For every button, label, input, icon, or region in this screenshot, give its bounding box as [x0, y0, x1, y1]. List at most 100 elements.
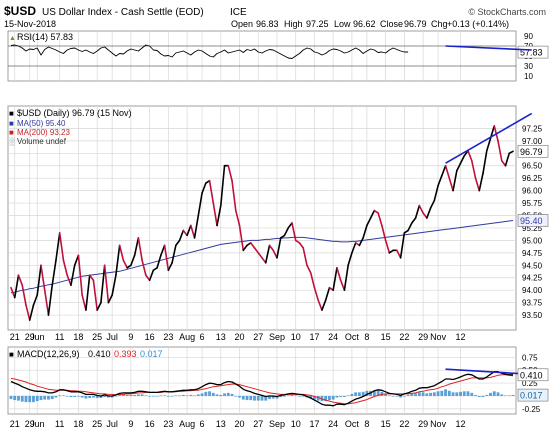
rsi-current-value: 57.83: [520, 48, 543, 58]
rsi-line: [10, 44, 409, 59]
macd-histogram-bar-60: [234, 395, 238, 397]
x-tick-label-bottom-0: 21: [10, 419, 20, 429]
macd-histogram-bar-54: [211, 392, 215, 396]
macd-histogram-bar-107: [410, 393, 414, 396]
macd-histogram-bar-42: [166, 395, 170, 397]
macd-histogram-bar-101: [387, 395, 391, 397]
macd-histogram-bar-106: [406, 394, 410, 396]
price-segment-65: [249, 242, 256, 249]
price-segment-123: [467, 150, 473, 162]
price-segment-95: [362, 224, 368, 239]
macd-histogram-bar-83: [320, 395, 324, 402]
macd-histogram-bar-91: [350, 393, 354, 396]
price-segment-72: [276, 237, 282, 259]
price-segment-133: [504, 152, 511, 167]
macd-histogram-bar-12: [54, 395, 58, 398]
macd-tick-0: -0.25: [522, 405, 541, 414]
price-tick-6: 95.00: [522, 236, 543, 245]
price-segment-120: [456, 162, 462, 172]
price-segment-80: [306, 264, 312, 274]
price-segment-115: [437, 174, 443, 187]
price-last-value-box: [517, 145, 549, 158]
legend-ma200-marker: ■: [9, 128, 14, 137]
macd-histogram-bar-9: [43, 395, 47, 400]
macd-histogram-bar-17: [73, 395, 77, 397]
price-segment-35: [137, 237, 143, 262]
macd-histogram-bar-27: [110, 395, 114, 398]
macd-histogram-bar-43: [170, 395, 174, 397]
price-segment-41: [160, 244, 166, 257]
macd-histogram-bar-133: [507, 395, 511, 397]
price-segment-131: [497, 140, 503, 162]
open-value: 96.83: [256, 19, 279, 29]
price-segment-3: [17, 274, 24, 287]
macd-histogram-bar-98: [376, 390, 380, 396]
price-segment-10: [43, 289, 50, 316]
price-segment-94: [358, 237, 364, 247]
x-tick-label-bottom-19: Oct: [345, 419, 360, 429]
price-segment-8: [36, 264, 42, 296]
price-segment-87: [332, 266, 338, 291]
rsi-legend: RSI(14) 57.83: [17, 32, 73, 42]
macd-legend-macd-value: 0.410: [88, 349, 111, 359]
price-segment-31: [122, 259, 128, 269]
price-segment-42: [163, 244, 170, 272]
macd-tick-2: 0.25: [522, 379, 538, 388]
macd-histogram-bar-69: [268, 395, 271, 400]
price-tick-0: 93.50: [522, 311, 543, 320]
macd-histogram-bar-36: [144, 395, 148, 397]
price-tick-15: 97.25: [522, 124, 543, 133]
price-segment-22: [88, 274, 95, 282]
macd-histogram-bar-47: [185, 395, 189, 397]
x-tick-label-6: Jul: [106, 332, 118, 342]
macd-histogram-bar-122: [466, 391, 470, 396]
price-segment-90: [343, 264, 349, 291]
macd-histogram-bar-116: [444, 389, 447, 396]
price-segment-50: [193, 214, 200, 239]
x-axis: 21212929JunJun111118182525JulJul99161623…: [10, 332, 466, 429]
x-tick-label-19: Oct: [345, 332, 360, 342]
price-segment-24: [96, 301, 102, 311]
price-tick-7: 95.25: [522, 224, 543, 233]
x-tick-label-20: 8: [364, 332, 369, 342]
ma50-line: [10, 220, 514, 294]
macd-histogram-bar-111: [425, 393, 429, 396]
x-tick-label-bottom-7: 9: [128, 419, 133, 429]
macd-histogram-bar-53: [208, 391, 211, 396]
macd-histogram-bar-76: [294, 395, 298, 397]
price-segment-51: [197, 192, 203, 217]
price-segment-62: [238, 224, 245, 252]
price-segment-52: [201, 182, 207, 194]
price-segment-119: [452, 169, 458, 192]
macd-histogram-bar-31: [125, 394, 129, 396]
price-segment-26: [103, 264, 110, 304]
macd-histogram-bar-61: [238, 395, 241, 398]
x-tick-label-bottom-6: Jul: [106, 419, 118, 429]
macd-histogram-bar-34: [136, 394, 140, 396]
macd-histogram-bar-114: [436, 391, 440, 396]
macd-histogram-bar-13: [58, 395, 62, 397]
price-segment-85: [324, 286, 331, 301]
macd-signal-line: [10, 374, 514, 405]
macd-histogram-bar-104: [399, 395, 403, 398]
price-segment-69: [264, 244, 271, 264]
price-segment-110: [418, 204, 424, 214]
macd-histogram-bar-102: [391, 395, 395, 397]
macd-legend-signal-value: 0.393: [114, 349, 137, 359]
macd-frame: [7, 346, 517, 415]
macd-histogram-bar-30: [121, 394, 125, 396]
macd-histogram-bar-84: [324, 395, 328, 402]
macd-histogram-bar-23: [95, 395, 99, 399]
price-segment-112: [426, 207, 432, 219]
x-tick-label-bottom-2: Jun: [30, 419, 45, 429]
macd-histogram-bar-129: [492, 391, 496, 396]
macd-histogram-bar-5: [28, 395, 32, 403]
price-segment-82: [313, 286, 319, 301]
price-segment-25: [100, 264, 106, 304]
x-tick-label-bottom-5: 25: [92, 419, 102, 429]
macd-trendline: [445, 368, 532, 376]
price-trendline: [445, 112, 533, 164]
macd-histogram-bar-3: [20, 395, 24, 402]
macd-histogram-bar-39: [155, 395, 159, 397]
macd-histogram-bar-26: [106, 395, 110, 398]
